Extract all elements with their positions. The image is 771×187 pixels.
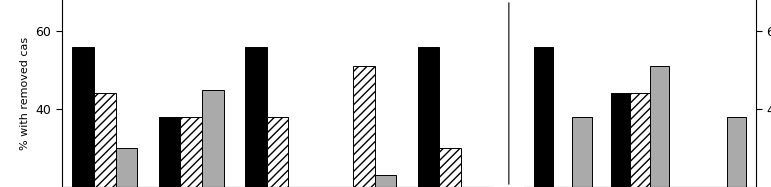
Bar bbox=[534, 47, 553, 187]
Bar bbox=[116, 148, 137, 187]
Bar bbox=[202, 90, 224, 187]
Bar bbox=[375, 175, 396, 187]
Bar bbox=[72, 47, 94, 187]
Bar bbox=[439, 148, 461, 187]
Bar bbox=[180, 117, 202, 187]
Bar bbox=[611, 94, 631, 187]
Bar bbox=[94, 94, 116, 187]
Bar bbox=[353, 66, 375, 187]
Bar bbox=[631, 94, 649, 187]
Bar bbox=[649, 66, 668, 187]
Bar bbox=[159, 117, 180, 187]
Bar bbox=[726, 117, 746, 187]
Bar bbox=[245, 47, 267, 187]
Bar bbox=[572, 117, 592, 187]
Bar bbox=[267, 117, 288, 187]
Bar bbox=[418, 47, 439, 187]
Y-axis label: % with removed cas: % with removed cas bbox=[20, 37, 30, 150]
